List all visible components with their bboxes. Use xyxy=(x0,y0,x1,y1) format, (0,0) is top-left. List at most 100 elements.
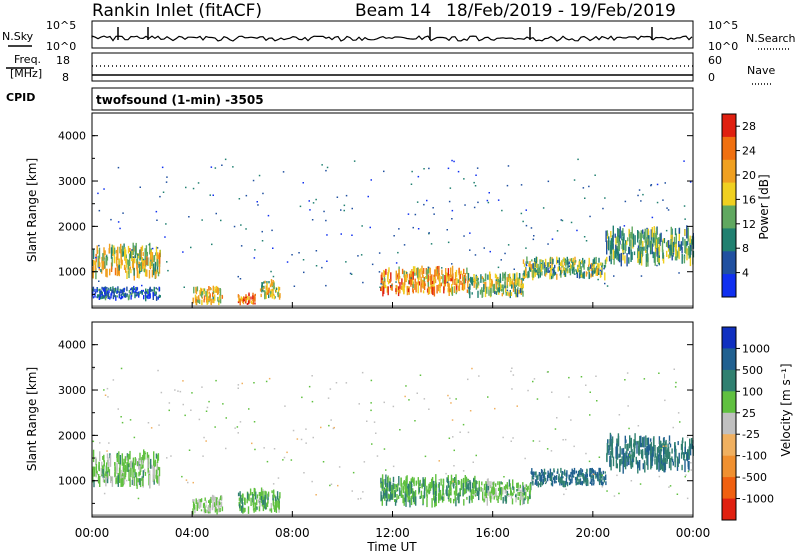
range-cell xyxy=(267,497,269,504)
scatter-point xyxy=(177,390,179,392)
range-cell xyxy=(665,242,668,247)
colorbar-tick-label: -100 xyxy=(742,450,767,463)
scatter-point xyxy=(182,380,184,382)
range-cell xyxy=(241,497,243,504)
scatter-point xyxy=(441,267,443,269)
range-cell xyxy=(130,250,133,258)
range-cell xyxy=(554,264,556,269)
range-cell xyxy=(248,494,250,502)
range-cell xyxy=(444,275,446,284)
range-cell xyxy=(262,505,265,512)
range-cell xyxy=(151,464,153,469)
scatter-point xyxy=(232,166,234,168)
range-cell xyxy=(499,487,502,495)
scatter-point xyxy=(414,420,416,422)
range-cell xyxy=(121,289,124,295)
range-cell xyxy=(150,252,153,258)
range-cell xyxy=(684,446,686,455)
range-cell xyxy=(203,291,205,295)
range-cell xyxy=(401,482,403,491)
range-cell xyxy=(123,287,125,293)
range-cell xyxy=(571,478,573,484)
range-cell xyxy=(424,283,427,287)
colorbar-tick-label: -25 xyxy=(742,428,760,441)
colorbar-tick-label: 8 xyxy=(742,242,749,255)
range-cell xyxy=(673,242,676,248)
range-cell xyxy=(268,281,270,284)
scatter-point xyxy=(137,497,140,500)
range-cell xyxy=(239,298,241,303)
range-cell xyxy=(549,474,551,481)
range-cell xyxy=(271,292,274,299)
range-cell xyxy=(129,266,131,270)
range-cell xyxy=(592,469,594,473)
scatter-point xyxy=(464,204,466,206)
range-cell xyxy=(517,277,519,286)
scatter-point xyxy=(551,269,554,271)
scatter-point xyxy=(507,493,510,495)
scatter-point xyxy=(330,483,333,485)
range-cell xyxy=(241,299,243,302)
range-cell xyxy=(481,287,483,293)
range-cell xyxy=(483,498,485,503)
scatter-point xyxy=(678,272,680,274)
range-cell xyxy=(467,488,469,492)
colorbar-tick-label: 4 xyxy=(742,267,749,280)
scatter-point xyxy=(478,375,480,377)
scatter-point xyxy=(646,227,648,230)
range-cell xyxy=(647,253,649,267)
range-cell xyxy=(202,288,205,293)
scatter-point xyxy=(563,493,565,496)
range-cell xyxy=(667,240,670,249)
range-cell xyxy=(516,482,518,489)
range-cell xyxy=(198,498,200,506)
range-cell xyxy=(618,453,620,458)
range-cell xyxy=(109,455,112,467)
range-cell xyxy=(135,289,137,294)
scatter-point xyxy=(628,427,630,430)
range-cell xyxy=(247,506,250,514)
range-cell xyxy=(394,499,397,506)
range-cell xyxy=(477,281,480,286)
range-cell xyxy=(606,256,608,262)
range-cell xyxy=(152,465,154,475)
scatter-point xyxy=(395,281,397,283)
range-cell xyxy=(129,248,131,252)
range-cell xyxy=(383,269,385,278)
nave-label: Nave xyxy=(747,64,775,77)
range-cell xyxy=(580,481,582,485)
range-cell xyxy=(469,291,471,299)
range-cell xyxy=(155,294,157,297)
range-cell xyxy=(145,291,147,294)
range-cell xyxy=(250,296,252,300)
range-cell xyxy=(449,288,451,292)
range-cell xyxy=(111,257,113,267)
range-cell xyxy=(488,481,490,490)
range-cell xyxy=(529,483,531,492)
range-cell xyxy=(572,475,575,478)
range-cell xyxy=(506,482,508,487)
range-cell xyxy=(205,500,207,504)
scatter-point xyxy=(520,212,523,215)
scatter-point xyxy=(142,258,145,261)
range-cell xyxy=(662,252,664,259)
range-cell xyxy=(399,275,401,279)
range-cell xyxy=(515,494,517,498)
scatter-point xyxy=(483,247,485,249)
range-cell xyxy=(481,481,483,486)
range-cell xyxy=(201,296,203,299)
scatter-point xyxy=(165,181,168,183)
scatter-point xyxy=(497,199,500,201)
range-cell xyxy=(136,261,138,270)
range-cell xyxy=(686,241,688,247)
range-cell xyxy=(483,284,485,292)
range-cell xyxy=(450,267,452,278)
range-cell xyxy=(113,288,115,293)
range-cell xyxy=(110,475,112,484)
range-cell xyxy=(208,286,210,291)
range-cell xyxy=(662,462,664,466)
range-cell xyxy=(92,466,94,470)
range-cell xyxy=(558,257,560,266)
range-cell xyxy=(553,468,555,473)
range-cell xyxy=(453,479,456,486)
